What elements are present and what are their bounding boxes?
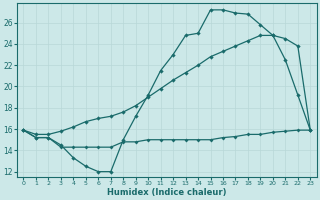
X-axis label: Humidex (Indice chaleur): Humidex (Indice chaleur) [107, 188, 227, 197]
